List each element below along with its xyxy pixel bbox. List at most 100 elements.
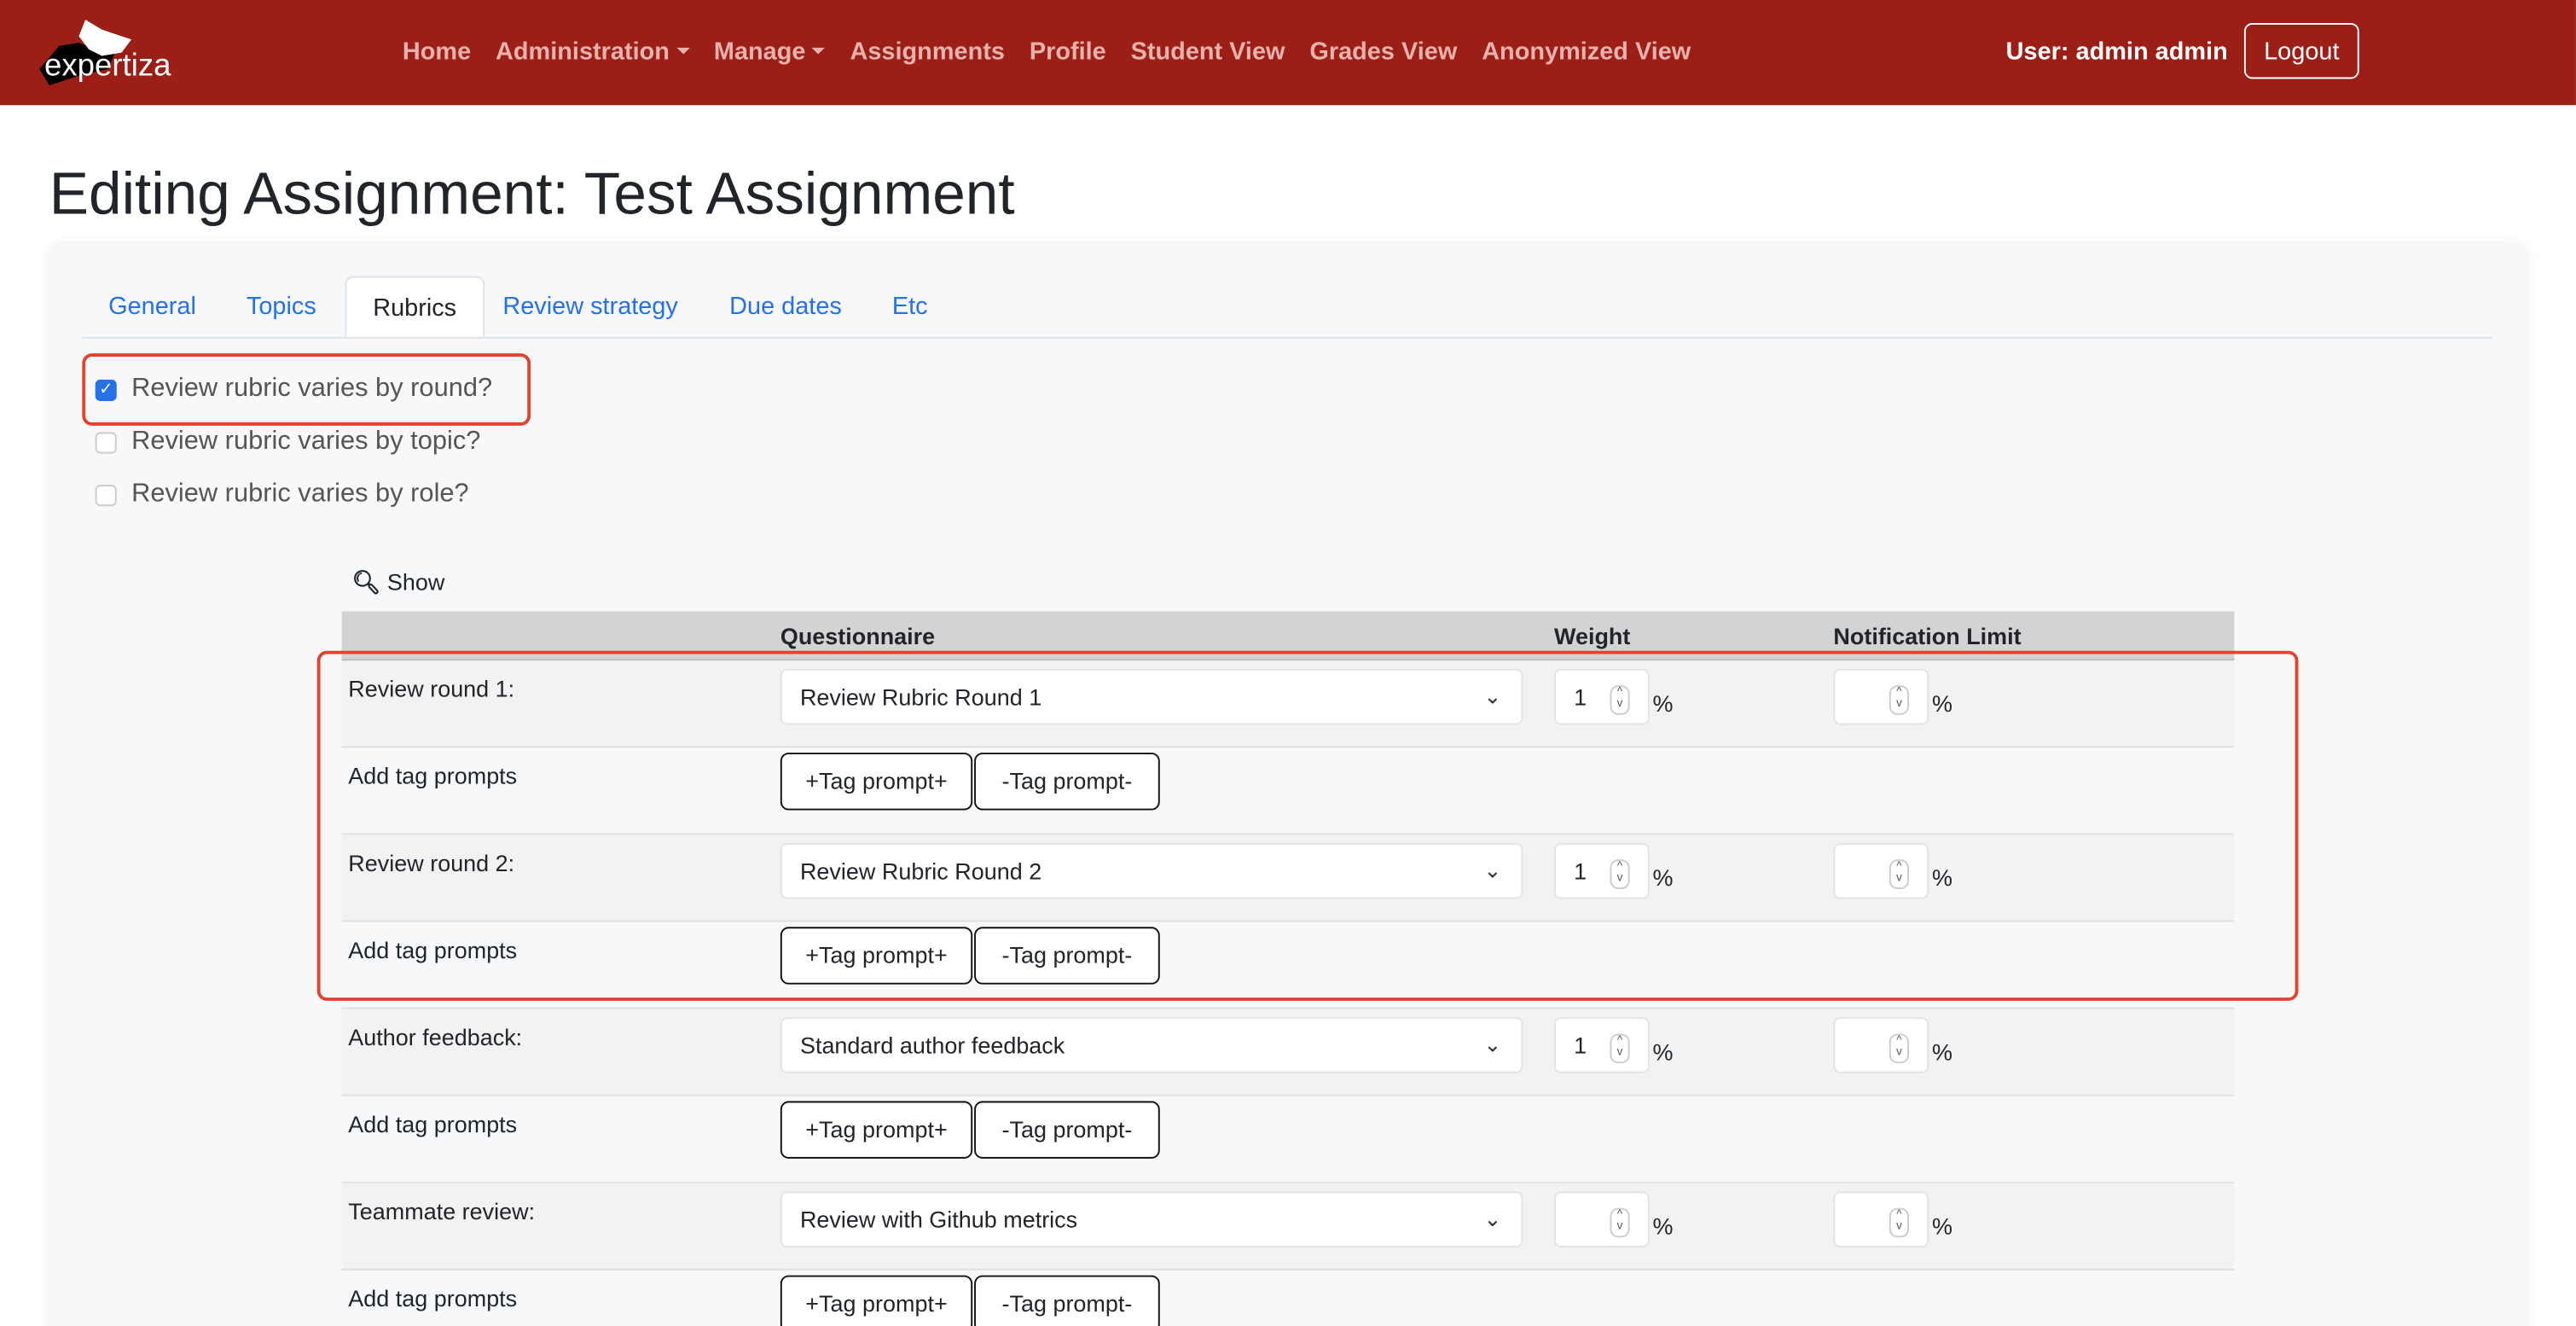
spinner-icon[interactable]: ^ v <box>1610 1207 1630 1238</box>
brand-name[interactable]: expertiza <box>44 49 171 84</box>
remove-tag-prompt-button[interactable]: -Tag prompt- <box>974 1275 1160 1326</box>
checkbox-icon[interactable] <box>95 484 117 506</box>
add-tag-prompt-button[interactable]: +Tag prompt+ <box>780 927 973 985</box>
checkbox-checked-icon[interactable]: ✓ <box>95 378 117 400</box>
weight-input[interactable]: ^ v <box>1553 1191 1650 1247</box>
weight-value: 1 <box>1574 1032 1587 1059</box>
row-label: Author feedback: <box>348 1023 523 1050</box>
chevron-down-icon: ⌄ <box>1483 1206 1502 1231</box>
percent-label: % <box>1652 689 1674 717</box>
nav-student-view[interactable]: Student View <box>1130 38 1285 67</box>
percent-label: % <box>1652 1213 1674 1240</box>
tab-topics[interactable]: Topics <box>246 292 316 321</box>
checkbox-label: Review rubric varies by role? <box>131 480 469 509</box>
table-row-tag-prompts: Add tag prompts +Tag prompt+ -Tag prompt… <box>342 1271 2235 1326</box>
nav-manage[interactable]: Manage <box>714 38 826 66</box>
add-tag-prompt-button[interactable]: +Tag prompt+ <box>780 1101 973 1159</box>
highlight-box <box>82 353 531 426</box>
logout-button[interactable]: Logout <box>2243 22 2359 79</box>
spinner-icon[interactable]: ^ v <box>1888 1033 1910 1064</box>
show-link[interactable]: 🔍︎ Show <box>351 568 444 596</box>
tab-review-strategy[interactable]: Review strategy <box>502 292 678 321</box>
percent-label: % <box>1652 1038 1674 1066</box>
header-weight: Weight <box>1553 622 1631 649</box>
percent-label: % <box>1931 864 1952 891</box>
table-row: Teammate review: Review with Github metr… <box>341 1183 2235 1271</box>
weight-value: 1 <box>1574 683 1587 711</box>
spinner-icon[interactable]: ^ v <box>1610 1033 1630 1064</box>
spinner-icon[interactable]: ^ v <box>1888 859 1910 889</box>
page-title: Editing Assignment: Test Assignment <box>49 159 1015 227</box>
tab-rubrics[interactable]: Rubrics <box>345 276 484 337</box>
spinner-icon[interactable]: ^ v <box>1610 859 1630 889</box>
weight-input[interactable]: 1 ^ v <box>1553 668 1650 725</box>
weight-input[interactable]: 1 ^ v <box>1553 843 1650 899</box>
tab-bar: General Topics Rubrics Review strategy D… <box>82 276 2492 339</box>
checkbox-label: Review rubric varies by round? <box>131 375 493 403</box>
add-tag-prompt-button[interactable]: +Tag prompt+ <box>780 753 973 811</box>
tag-prompts-label: Add tag prompts <box>348 936 518 963</box>
select-value: Review with Github metrics <box>799 1206 1078 1233</box>
checkbox-varies-by-round[interactable]: ✓ Review rubric varies by round? <box>95 375 493 404</box>
select-value: Standard author feedback <box>799 1032 1065 1059</box>
remove-tag-prompt-button[interactable]: -Tag prompt- <box>974 927 1160 985</box>
row-label: Review round 1: <box>348 675 515 702</box>
questionnaire-select[interactable]: Review with Github metrics ⌄ <box>780 1191 1523 1247</box>
table-row-tag-prompts: Add tag prompts +Tag prompt+ -Tag prompt… <box>341 1096 2235 1184</box>
nav-assignments[interactable]: Assignments <box>850 38 1005 67</box>
table-row-tag-prompts: Add tag prompts +Tag prompt+ -Tag prompt… <box>341 922 2235 1009</box>
tab-due-dates[interactable]: Due dates <box>729 292 842 321</box>
table-row: Author feedback: Standard author feedbac… <box>341 1009 2235 1096</box>
wolf-logo-icon[interactable] <box>30 20 194 89</box>
checkbox-varies-by-role[interactable]: Review rubric varies by role? <box>95 480 469 509</box>
notification-limit-input[interactable]: ^ v <box>1833 668 1929 725</box>
questionnaire-select[interactable]: Standard author feedback ⌄ <box>780 1017 1523 1073</box>
show-label: Show <box>386 568 445 596</box>
tab-general[interactable]: General <box>108 292 196 321</box>
tab-etc[interactable]: Etc <box>891 292 928 321</box>
tag-prompts-label: Add tag prompts <box>348 762 518 789</box>
percent-label: % <box>1652 864 1674 891</box>
notification-limit-input[interactable]: ^ v <box>1833 843 1929 899</box>
highlight-box <box>316 650 2299 1001</box>
weight-input[interactable]: 1 ^ v <box>1553 1017 1650 1073</box>
chevron-down-icon: ⌄ <box>1483 683 1502 709</box>
nav-administration[interactable]: Administration <box>496 38 689 66</box>
percent-label: % <box>1931 689 1952 717</box>
weight-value: 1 <box>1574 858 1587 885</box>
row-label: Review round 2: <box>348 849 515 876</box>
row-label: Teammate review: <box>348 1198 536 1224</box>
checkbox-varies-by-topic[interactable]: Review rubric varies by topic? <box>95 427 481 457</box>
spinner-icon[interactable]: ^ v <box>1888 1207 1910 1238</box>
questionnaire-select[interactable]: Review Rubric Round 2 ⌄ <box>780 843 1523 899</box>
tag-prompts-label: Add tag prompts <box>348 1110 518 1137</box>
remove-tag-prompt-button[interactable]: -Tag prompt- <box>974 753 1160 811</box>
table-row-tag-prompts: Add tag prompts +Tag prompt+ -Tag prompt… <box>341 747 2235 835</box>
notification-limit-input[interactable]: ^ v <box>1833 1191 1929 1247</box>
checkbox-icon[interactable] <box>95 431 117 453</box>
search-icon: 🔍︎ <box>351 568 381 596</box>
spinner-icon[interactable]: ^ v <box>1888 685 1910 715</box>
percent-label: % <box>1931 1038 1952 1066</box>
nav-anonymized-view[interactable]: Anonymized View <box>1482 38 1691 67</box>
questionnaire-select[interactable]: Review Rubric Round 1 ⌄ <box>780 668 1523 725</box>
nav-profile[interactable]: Profile <box>1029 38 1106 67</box>
percent-label: % <box>1931 1213 1952 1240</box>
user-label: User: admin admin <box>2005 38 2228 67</box>
header-questionnaire: Questionnaire <box>780 622 936 649</box>
chevron-down-icon: ⌄ <box>1483 1032 1502 1057</box>
table-row: Review round 1: Review Rubric Round 1 ⌄ 1… <box>341 660 2235 748</box>
nav-grades-view[interactable]: Grades View <box>1309 38 1458 67</box>
nav-home[interactable]: Home <box>402 38 472 67</box>
spinner-icon[interactable]: ^ v <box>1610 685 1630 715</box>
table-row: Review round 2: Review Rubric Round 2 ⌄ 1… <box>341 835 2235 922</box>
tag-prompts-label: Add tag prompts <box>348 1285 518 1311</box>
select-value: Review Rubric Round 1 <box>799 683 1042 711</box>
navbar: expertiza Home Administration Manage Ass… <box>0 0 2576 106</box>
chevron-down-icon: ⌄ <box>1483 858 1502 883</box>
remove-tag-prompt-button[interactable]: -Tag prompt- <box>974 1101 1160 1159</box>
notification-limit-input[interactable]: ^ v <box>1833 1017 1929 1073</box>
add-tag-prompt-button[interactable]: +Tag prompt+ <box>780 1275 973 1326</box>
header-notification-limit: Notification Limit <box>1833 622 2022 649</box>
checkbox-label: Review rubric varies by topic? <box>131 427 481 456</box>
